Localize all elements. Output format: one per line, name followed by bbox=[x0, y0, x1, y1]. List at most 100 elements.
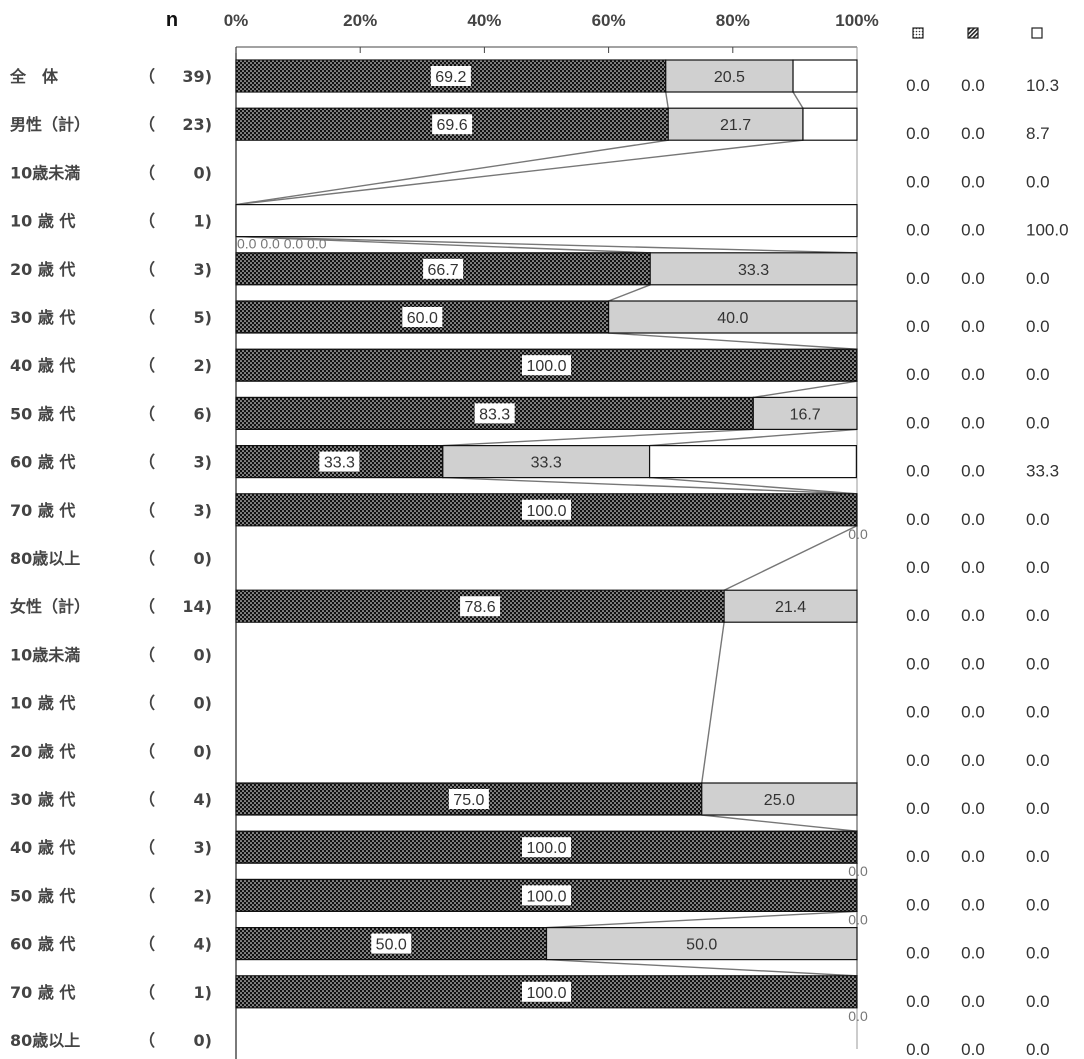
category-open-paren: （ bbox=[139, 404, 155, 423]
data-label-box bbox=[430, 66, 471, 86]
category-label: 80歳以上 bbox=[10, 549, 80, 568]
data-label: 69.6 bbox=[437, 117, 468, 134]
side-value-col-2: 0.0 bbox=[961, 654, 985, 673]
data-label: 25.0 bbox=[764, 792, 795, 809]
category-label: 10 歳 代 bbox=[10, 212, 75, 231]
x-tick-label: 60% bbox=[592, 11, 626, 30]
category-label: 80歳以上 bbox=[10, 1031, 80, 1050]
side-value-col-2: 0.0 bbox=[961, 558, 985, 577]
connector-line bbox=[608, 332, 858, 350]
category-label: 50 歳 代 bbox=[10, 886, 75, 905]
side-value-col-3: 33.3 bbox=[1026, 462, 1059, 481]
side-value-col-1: 0.0 bbox=[906, 172, 930, 191]
data-label-box bbox=[402, 307, 443, 327]
category-open-paren: （ bbox=[139, 1031, 155, 1050]
n-value: 2) bbox=[194, 886, 212, 905]
n-value: 1) bbox=[194, 983, 212, 1002]
x-tick-label: 20% bbox=[343, 11, 377, 30]
category-label: 40 歳 代 bbox=[10, 838, 75, 857]
side-value-col-1: 0.0 bbox=[906, 269, 930, 288]
category-label: 10歳未満 bbox=[10, 645, 80, 664]
bar-segment-series-3 bbox=[648, 445, 857, 479]
side-value-col-2: 0.0 bbox=[961, 799, 985, 818]
side-value-col-1: 0.0 bbox=[906, 365, 930, 384]
dotted-fine-square-icon bbox=[912, 27, 924, 39]
category-open-paren: （ bbox=[139, 597, 155, 616]
category-open-paren: （ bbox=[139, 260, 155, 279]
x-tick-label: 100% bbox=[835, 11, 878, 30]
category-open-paren: （ bbox=[139, 163, 155, 182]
connector-line bbox=[546, 958, 858, 977]
category-open-paren: （ bbox=[139, 356, 155, 375]
data-label: 21.7 bbox=[720, 117, 751, 134]
category-label: 10歳未満 bbox=[10, 163, 80, 182]
category-open-paren: （ bbox=[139, 453, 155, 472]
side-value-col-3: 10.3 bbox=[1026, 76, 1059, 95]
stray-zero-label: 0.0 bbox=[848, 526, 868, 542]
bar-segment-series-2 bbox=[723, 589, 858, 623]
side-value-col-2: 0.0 bbox=[961, 365, 985, 384]
connector-lines bbox=[235, 91, 858, 977]
category-label: 50 歳 代 bbox=[10, 404, 75, 423]
data-label: 50.0 bbox=[376, 937, 407, 954]
category-open-paren: （ bbox=[139, 694, 155, 713]
side-value-col-2: 0.0 bbox=[961, 413, 985, 432]
category-label: 60 歳 代 bbox=[10, 935, 75, 954]
side-value-col-1: 0.0 bbox=[906, 413, 930, 432]
bar-segment-series-2 bbox=[649, 252, 858, 286]
connector-line bbox=[701, 622, 725, 784]
side-value-col-1: 0.0 bbox=[906, 221, 930, 240]
category-open-paren: （ bbox=[139, 115, 155, 134]
side-value-col-3: 0.0 bbox=[1026, 317, 1050, 336]
data-label-box bbox=[474, 403, 515, 424]
category-label: 20 歳 代 bbox=[10, 260, 75, 279]
data-label-box bbox=[522, 837, 571, 858]
side-value-col-2: 0.0 bbox=[961, 462, 985, 481]
data-label: 66.7 bbox=[428, 262, 459, 279]
data-label: 33.3 bbox=[738, 262, 769, 279]
n-value: 3) bbox=[194, 838, 212, 857]
bar-segments bbox=[235, 59, 858, 1009]
side-value-col-3: 0.0 bbox=[1026, 510, 1050, 529]
n-value: 0) bbox=[194, 742, 212, 761]
connector-line bbox=[235, 139, 669, 206]
category-label: 70 歳 代 bbox=[10, 501, 75, 520]
data-label: 100.0 bbox=[526, 985, 566, 1002]
bar-segment-series-2 bbox=[665, 59, 794, 93]
side-value-col-1: 0.0 bbox=[906, 847, 930, 866]
bar-segment-series-3 bbox=[792, 59, 858, 93]
data-label: 100.0 bbox=[526, 503, 566, 520]
n-value: 4) bbox=[194, 935, 212, 954]
side-value-col-3: 0.0 bbox=[1026, 992, 1050, 1011]
side-value-col-1: 0.0 bbox=[906, 124, 930, 143]
connector-line bbox=[235, 235, 651, 254]
bar-segment-series-2 bbox=[607, 300, 858, 334]
data-label: 75.0 bbox=[453, 792, 484, 809]
side-value-col-2: 0.0 bbox=[961, 269, 985, 288]
category-open-paren: （ bbox=[139, 308, 155, 327]
data-label-box bbox=[522, 355, 571, 376]
side-value-col-3: 0.0 bbox=[1026, 654, 1050, 673]
side-value-col-2: 0.0 bbox=[961, 895, 985, 914]
side-value-col-1: 0.0 bbox=[906, 510, 930, 529]
connector-line bbox=[792, 91, 804, 109]
side-value-col-3: 0.0 bbox=[1026, 944, 1050, 963]
chart-text: 0% 20% 40% 60% 80% 100% n 39) （ 全 体 69.2 20.5 0.0 0.0… bbox=[9, 9, 1069, 1059]
data-label-box bbox=[371, 933, 412, 954]
category-open-paren: （ bbox=[139, 645, 155, 664]
side-value-col-1: 0.0 bbox=[906, 1040, 930, 1059]
side-value-col-3: 0.0 bbox=[1026, 269, 1050, 288]
n-value: 2) bbox=[194, 356, 212, 375]
side-value-col-1: 0.0 bbox=[906, 895, 930, 914]
side-value-col-2: 0.0 bbox=[961, 847, 985, 866]
side-value-col-2: 0.0 bbox=[961, 992, 985, 1011]
side-value-col-1: 0.0 bbox=[906, 992, 930, 1011]
data-label-box bbox=[448, 789, 489, 809]
category-label: 30 歳 代 bbox=[10, 308, 75, 327]
side-value-col-2: 0.0 bbox=[961, 172, 985, 191]
connector-line bbox=[649, 428, 858, 447]
data-label: 78.6 bbox=[464, 599, 495, 616]
data-label: 33.3 bbox=[324, 455, 355, 472]
category-open-paren: （ bbox=[139, 886, 155, 905]
